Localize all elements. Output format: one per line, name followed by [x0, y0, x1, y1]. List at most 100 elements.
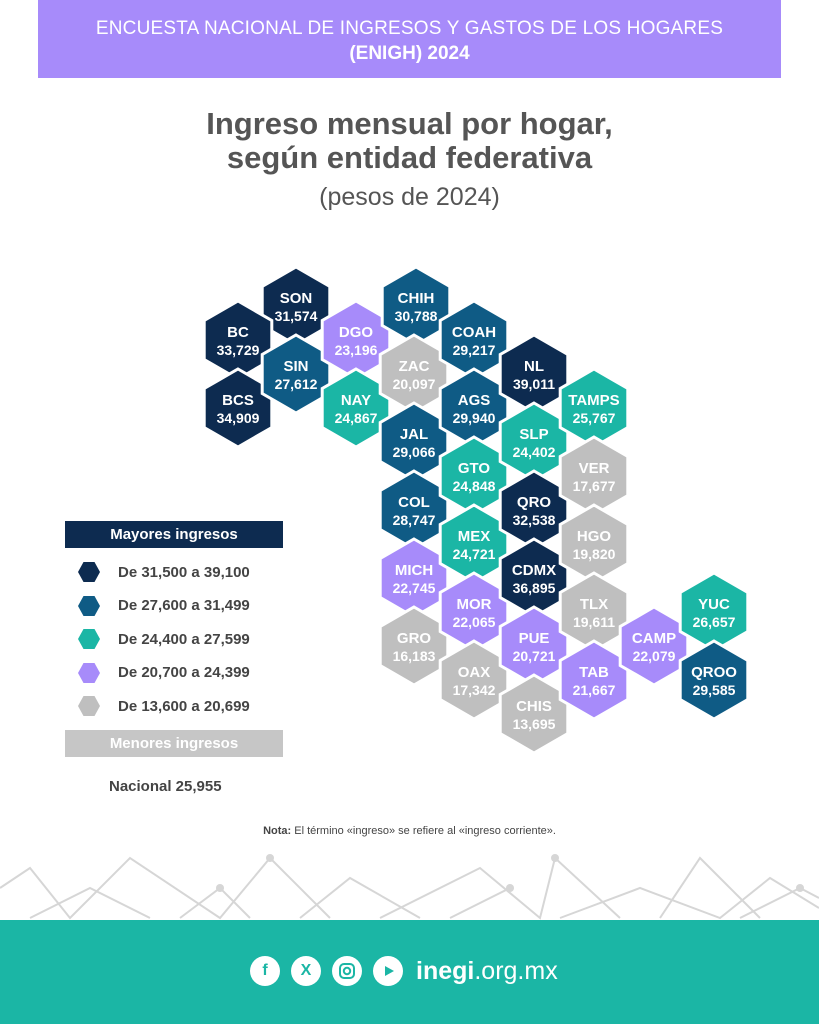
state-value: 17,342 [453, 682, 496, 698]
state-value: 22,079 [633, 648, 676, 664]
state-value: 36,895 [513, 580, 556, 596]
state-abbr: VER [579, 460, 610, 477]
state-abbr: CHIS [516, 698, 552, 715]
state-abbr: COL [398, 494, 430, 511]
state-abbr: COAH [452, 324, 496, 341]
state-abbr: CAMP [632, 630, 676, 647]
state-value: 29,066 [393, 444, 436, 460]
chart-title: Ingreso mensual por hogar, según entidad… [0, 107, 819, 175]
state-value: 20,097 [393, 376, 436, 392]
facebook-icon[interactable]: f [250, 956, 280, 986]
state-abbr: OAX [458, 664, 491, 681]
state-abbr: AGS [458, 392, 491, 409]
legend-top-label: Mayores ingresos [65, 521, 283, 548]
header-line1: ENCUESTA NACIONAL DE INGRESOS Y GASTOS D… [95, 18, 724, 39]
state-abbr: SLP [519, 426, 548, 443]
header-line2: (ENIGH) 2024 [349, 43, 470, 64]
header-banner: ENCUESTA NACIONAL DE INGRESOS Y GASTOS D… [38, 0, 781, 78]
state-abbr: YUC [698, 596, 730, 613]
state-abbr: JAL [400, 426, 428, 443]
state-value: 29,217 [453, 342, 496, 358]
state-value: 33,729 [217, 342, 260, 358]
state-value: 24,867 [335, 410, 378, 426]
state-value: 28,747 [393, 512, 436, 528]
legend-hex-icon [78, 662, 100, 683]
state-abbr: TAB [579, 664, 609, 681]
footer: f X inegi.org.mx [0, 920, 819, 1024]
state-abbr: DGO [339, 324, 374, 341]
state-value: 24,402 [513, 444, 556, 460]
decorative-lines [0, 854, 819, 920]
state-abbr: BCS [222, 392, 254, 409]
legend-item-5: De 13,600 a 20,699 [78, 694, 250, 718]
title-line2: según entidad federativa [226, 140, 593, 175]
state-abbr: QRO [517, 494, 552, 511]
note-text: El término «ingreso» se refiere al «ingr… [291, 825, 556, 837]
state-abbr: TAMPS [568, 392, 619, 409]
social-bar: f X inegi.org.mx [250, 956, 558, 986]
state-value: 23,196 [335, 342, 378, 358]
state-abbr: CDMX [512, 562, 556, 579]
instagram-icon[interactable] [332, 956, 362, 986]
state-value: 27,612 [275, 376, 318, 392]
note: Nota: El término «ingreso» se refiere al… [0, 825, 819, 837]
state-abbr: MICH [395, 562, 433, 579]
x-icon[interactable]: X [291, 956, 321, 986]
state-abbr: SIN [283, 358, 308, 375]
state-value: 19,611 [573, 614, 615, 630]
state-abbr: MEX [458, 528, 491, 545]
state-value: 13,695 [513, 716, 556, 732]
state-value: 29,940 [453, 410, 496, 426]
legend-label: De 31,500 a 39,100 [118, 563, 250, 581]
state-value: 32,538 [513, 512, 556, 528]
state-abbr: HGO [577, 528, 612, 545]
legend-bottom-label: Menores ingresos [65, 730, 283, 757]
state-value: 21,667 [573, 682, 616, 698]
state-abbr: GRO [397, 630, 432, 647]
state-value: 22,745 [393, 580, 436, 596]
legend-item-3: De 24,400 a 27,599 [78, 627, 250, 651]
state-value: 25,767 [573, 410, 616, 426]
legend-label: De 20,700 a 24,399 [118, 664, 250, 681]
legend-item-2: De 27,600 a 31,499 [78, 594, 250, 618]
chart-subtitle: (pesos de 2024) [319, 183, 500, 211]
state-abbr: TLX [580, 596, 608, 613]
state-value: 26,657 [693, 614, 736, 630]
website-link[interactable]: inegi.org.mx [416, 956, 558, 985]
state-abbr: QROO [691, 664, 737, 681]
state-value: 29,585 [693, 682, 736, 698]
legend-hex-icon [78, 562, 100, 582]
state-value: 24,848 [453, 478, 496, 494]
legend-hex-icon [78, 595, 100, 616]
state-value: 22,065 [453, 614, 496, 630]
state-abbr: NL [524, 358, 544, 375]
state-value: 19,820 [573, 546, 616, 562]
state-abbr: SON [280, 290, 313, 307]
state-value: 30,788 [395, 308, 438, 324]
legend-hex-icon [78, 696, 100, 716]
state-value: 17,677 [573, 478, 616, 494]
title-line1: Ingreso mensual por hogar, [206, 106, 613, 141]
state-value: 24,721 [453, 546, 496, 562]
state-value: 39,011 [513, 376, 555, 392]
youtube-icon[interactable] [373, 956, 403, 986]
legend-item-4: De 20,700 a 24,399 [78, 661, 250, 685]
note-label: Nota: [263, 825, 292, 837]
state-value: 34,909 [217, 410, 260, 426]
state-value: 31,574 [275, 308, 318, 324]
legend-label: De 13,600 a 20,699 [118, 697, 250, 715]
